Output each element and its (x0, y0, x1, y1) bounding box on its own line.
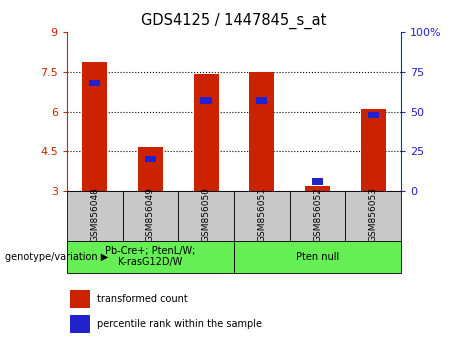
Bar (256, 97, 267, 104)
Bar (234, 191, 290, 241)
Title: GDS4125 / 1447845_s_at: GDS4125 / 1447845_s_at (141, 13, 327, 29)
Bar (70, 290, 90, 308)
Bar (249, 72, 274, 191)
Text: transformed count: transformed count (97, 294, 188, 304)
Bar (345, 191, 401, 241)
Text: GSM856051: GSM856051 (257, 188, 266, 242)
Bar (367, 112, 379, 118)
Bar (89, 80, 100, 86)
Bar (67, 241, 234, 273)
Text: GSM856050: GSM856050 (201, 188, 211, 242)
Text: Pb-Cre+; PtenL/W;
K-rasG12D/W: Pb-Cre+; PtenL/W; K-rasG12D/W (105, 246, 195, 268)
Bar (178, 191, 234, 241)
Text: genotype/variation ▶: genotype/variation ▶ (5, 252, 108, 262)
Bar (123, 191, 178, 241)
Bar (194, 74, 219, 191)
Bar (138, 147, 163, 191)
Bar (312, 178, 323, 185)
Text: GSM856052: GSM856052 (313, 188, 322, 242)
Text: percentile rank within the sample: percentile rank within the sample (97, 319, 262, 329)
Text: GSM856048: GSM856048 (90, 188, 99, 242)
Text: GSM856053: GSM856053 (369, 188, 378, 242)
Bar (70, 315, 90, 333)
Bar (290, 191, 345, 241)
Bar (145, 156, 156, 162)
Text: GSM856049: GSM856049 (146, 188, 155, 242)
Bar (67, 191, 123, 241)
Bar (305, 186, 330, 191)
Bar (361, 109, 386, 191)
Bar (234, 241, 401, 273)
Bar (201, 97, 212, 104)
Text: Pten null: Pten null (296, 252, 339, 262)
Bar (82, 62, 107, 191)
